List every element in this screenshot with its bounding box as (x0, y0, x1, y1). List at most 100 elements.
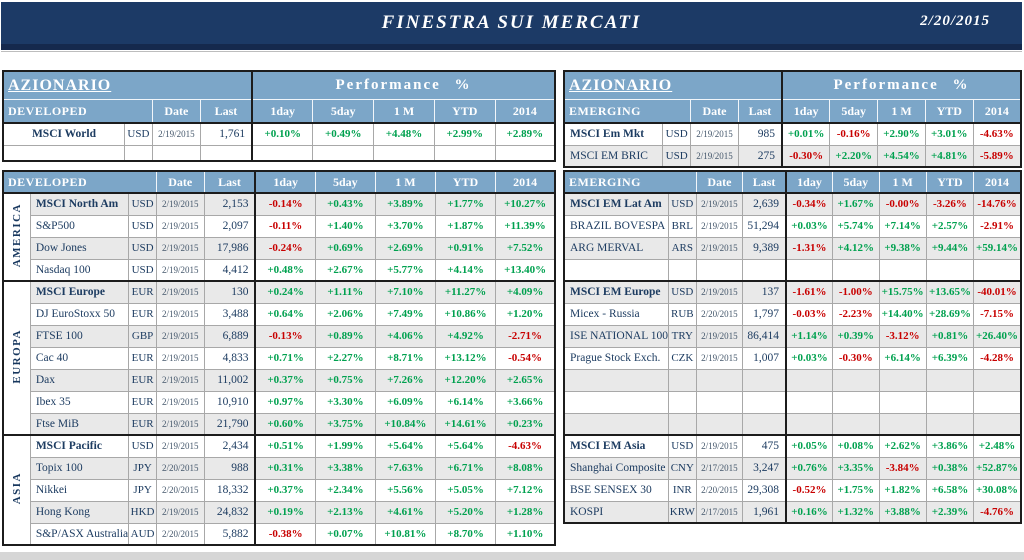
last-value-cell: 475 (742, 434, 787, 458)
performance-cell: +0.07% (314, 522, 376, 546)
performance-cell: +11.27% (434, 280, 497, 304)
currency-cell: GBP (128, 324, 158, 348)
performance-cell: +5.74% (832, 214, 880, 238)
last-value-cell: 5,882 (203, 522, 256, 546)
last-value-cell: 1,007 (742, 346, 787, 370)
performance-cell (784, 390, 834, 414)
performance-cell (784, 258, 834, 282)
performance-cell: +28.69% (925, 302, 975, 326)
performance-cell: +13.12% (434, 346, 497, 370)
currency-cell: CNY (667, 456, 697, 480)
date-cell (695, 412, 744, 436)
table-row: BRAZIL BOVESPA BRL 2/19/2015 51,294 +0.03% +5… (563, 214, 1022, 238)
title-bar: FINESTRA SUI MERCATI 2/20/2015 (1, 2, 1022, 52)
last-value-cell: 2,153 (203, 192, 256, 216)
date-cell: 2/19/2015 (695, 236, 744, 260)
index-name-cell (563, 412, 669, 436)
currency-cell: JPY (128, 478, 158, 502)
date-cell: 2/19/2015 (695, 280, 744, 304)
last-value-cell: 29,308 (742, 478, 787, 502)
performance-cell: +2.89% (494, 122, 556, 146)
performance-cell: +3.89% (374, 192, 436, 216)
date-cell: 2/19/2015 (695, 346, 744, 370)
index-name-cell: MSCI Europe (29, 280, 130, 304)
column-header-row: DEVELOPED Date Last 1day 5day 1 M YTD 20… (2, 170, 556, 194)
col-last: Last (737, 99, 783, 124)
col-ytd: YTD (925, 170, 975, 194)
performance-cell: +1.14% (784, 324, 834, 348)
page-title: FINESTRA SUI MERCATI (381, 12, 642, 33)
region-label: ASIA (2, 434, 31, 546)
performance-cell: +0.97% (254, 390, 316, 414)
date-cell: 2/17/2015 (695, 456, 744, 480)
table-row: BSE SENSEX 30 INR 2/20/2015 29,308 -0.52% +1.… (563, 478, 1022, 502)
performance-cell: +1.82% (878, 478, 927, 502)
developed-detail-table: DEVELOPED Date Last 1day 5day 1 M YTD 20… (2, 170, 556, 546)
performance-cell: +0.38% (925, 456, 975, 480)
performance-cell: +1.99% (314, 434, 376, 458)
table-row: Prague Stock Exch. CZK 2/19/2015 1,007 +0.03… (563, 346, 1022, 370)
performance-cell: +0.01% (781, 122, 831, 146)
performance-cell: +0.48% (254, 258, 316, 282)
performance-cell: +5.64% (374, 434, 436, 458)
performance-cell: +0.51% (254, 434, 316, 458)
index-name-cell: MSCI North Am (29, 192, 130, 216)
performance-cell (973, 368, 1022, 392)
date-cell (695, 390, 744, 414)
performance-cell (925, 390, 975, 414)
performance-header: Performance % (781, 70, 1022, 100)
col-5day: 5day (314, 170, 376, 194)
performance-cell (878, 390, 927, 414)
performance-cell: +3.35% (832, 456, 880, 480)
performance-cell (973, 390, 1022, 414)
currency-cell: EUR (128, 302, 158, 326)
performance-cell (878, 258, 927, 282)
performance-cell: +3.86% (925, 434, 975, 458)
date-cell: 2/19/2015 (156, 214, 205, 238)
col-last: Last (203, 170, 256, 194)
performance-cell: -0.30% (832, 346, 880, 370)
col-1m: 1 M (374, 170, 436, 194)
performance-cell: +0.91% (434, 236, 497, 260)
column-header-row: DEVELOPED Date Last 1day 5day 1 M YTD 20… (2, 99, 556, 124)
col-date: Date (695, 170, 744, 194)
table-row (563, 368, 1022, 392)
last-value-cell: 4,833 (203, 346, 256, 370)
performance-cell: +7.63% (374, 456, 436, 480)
table-row: MSCI Em Mkt USD 2/19/2015 985 +0.01% -0.16% +2… (563, 122, 1022, 146)
page-bottom-strip (0, 552, 1024, 560)
performance-cell: +0.16% (784, 500, 834, 524)
performance-cell: +1.28% (495, 500, 556, 524)
table-row: DJ EuroStoxx 50 EUR 2/19/2015 3,488 +0.64% +2… (3, 302, 556, 326)
last-value-cell: 3,247 (742, 456, 787, 480)
performance-cell: +7.26% (374, 368, 436, 392)
table-row: MSCI EM Europe USD 2/19/2015 137 -1.61% -1.00… (563, 280, 1022, 304)
table-row: AMERICA MSCI North Am USD 2/19/2015 2,153 -0.… (2, 192, 556, 282)
date-cell: 2/20/2015 (156, 522, 205, 546)
date-cell: 2/19/2015 (156, 302, 205, 326)
last-value-cell: 2,639 (742, 192, 787, 216)
table-row: MSCI EM Lat Am USD 2/19/2015 2,639 -0.34% +1.… (563, 192, 1022, 216)
last-value-cell: 18,332 (203, 478, 256, 502)
group-label: EMERGING (563, 170, 697, 194)
table-row (563, 390, 1022, 414)
performance-cell: +2.67% (314, 258, 376, 282)
section-title-text: AZIONARIO (569, 76, 673, 94)
performance-cell: +3.01% (924, 122, 974, 146)
performance-cell: +2.57% (925, 214, 975, 238)
date-cell: 2/20/2015 (695, 478, 744, 502)
col-2014: 2014 (973, 170, 1022, 194)
performance-cell: +2.62% (878, 434, 927, 458)
last-value-cell: 51,294 (742, 214, 787, 238)
performance-cell: +9.44% (925, 236, 975, 260)
performance-cell: +0.19% (254, 500, 316, 524)
performance-cell: +2.20% (829, 144, 879, 168)
last-value-cell: 275 (737, 144, 783, 168)
performance-cell: +2.13% (314, 500, 376, 524)
performance-cell: +1.87% (434, 214, 497, 238)
index-name-cell (563, 368, 669, 392)
date-cell: 2/19/2015 (695, 214, 744, 238)
performance-cell: +15.75% (878, 280, 927, 304)
performance-cell: +0.37% (254, 478, 316, 502)
performance-cell: +4.06% (374, 324, 436, 348)
